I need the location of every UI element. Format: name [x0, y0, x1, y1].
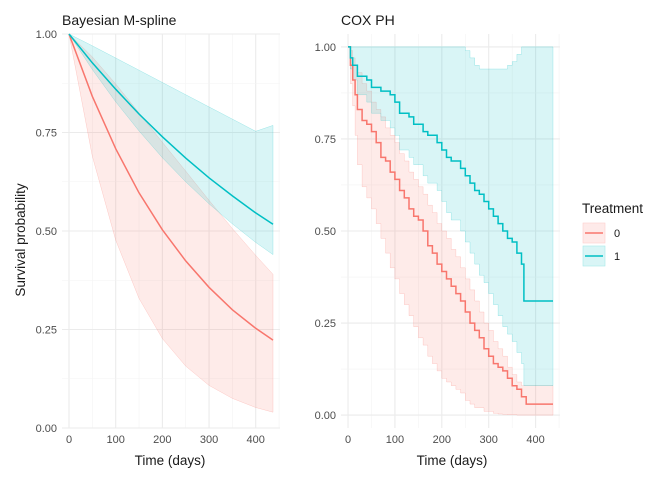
legend-entries: 01 — [582, 222, 620, 267]
x-tick-label: 0 — [345, 434, 351, 446]
x-tick-label: 200 — [153, 434, 171, 446]
series-line-1 — [68, 33, 274, 225]
y-tick-label: 0.50 — [36, 226, 57, 238]
x-tick-label: 200 — [433, 434, 451, 446]
y-axis-title: Survival probability — [13, 183, 28, 297]
panel-cox-ph: COX PH 0.00 0.25 0.50 0.75 1.00 0 100 200 300 40… — [315, 12, 560, 468]
y-tick-labels: 0.00 0.25 0.50 0.75 1.00 — [36, 29, 57, 435]
x-tick-labels: 0 100 200 300 400 — [66, 434, 265, 446]
x-axis-title: Time (days) — [135, 453, 206, 468]
series-line-1 — [348, 46, 553, 302]
x-tick-label: 400 — [247, 434, 265, 446]
y-tick-label: 0.25 — [315, 318, 336, 330]
panel-title: Bayesian M-spline — [62, 12, 177, 28]
y-tick-label: 0.75 — [315, 134, 336, 146]
confidence-bands — [348, 46, 554, 416]
y-tick-label: 0.00 — [315, 410, 336, 422]
confidence-bands — [68, 33, 274, 413]
legend-label: 0 — [614, 228, 620, 240]
legend: Treatment 01 — [582, 201, 643, 267]
y-tick-label: 0.75 — [36, 128, 57, 140]
y-tick-label: 0.25 — [36, 325, 57, 337]
legend-title: Treatment — [582, 201, 643, 216]
x-tick-label: 0 — [66, 434, 72, 446]
panel-title: COX PH — [341, 12, 395, 28]
series-lines — [348, 46, 553, 405]
series-lines — [68, 33, 274, 341]
series-line-0 — [348, 46, 553, 405]
panel-bayesian-m-spline: Bayesian M-spline 0.00 0.25 0.50 0.75 1.00 0… — [13, 12, 280, 468]
y-tick-label: 0.00 — [36, 423, 57, 435]
x-tick-label: 100 — [107, 434, 125, 446]
y-tick-label: 1.00 — [36, 29, 57, 41]
confidence-band-series-1 — [348, 46, 554, 386]
x-tick-label: 100 — [386, 434, 404, 446]
x-tick-labels: 0 100 200 300 400 — [345, 434, 545, 446]
x-tick-label: 400 — [526, 434, 544, 446]
legend-label: 1 — [614, 251, 620, 263]
series-line-0 — [68, 33, 274, 341]
x-tick-label: 300 — [200, 434, 218, 446]
y-tick-labels: 0.00 0.25 0.50 0.75 1.00 — [315, 42, 336, 422]
legend-entry-1: 1 — [582, 245, 620, 267]
x-tick-label: 300 — [480, 434, 498, 446]
y-tick-label: 1.00 — [315, 42, 336, 54]
confidence-band-series-0 — [348, 46, 554, 416]
x-axis-title: Time (days) — [417, 453, 488, 468]
legend-entry-0: 0 — [582, 222, 620, 244]
y-tick-label: 0.50 — [315, 226, 336, 238]
